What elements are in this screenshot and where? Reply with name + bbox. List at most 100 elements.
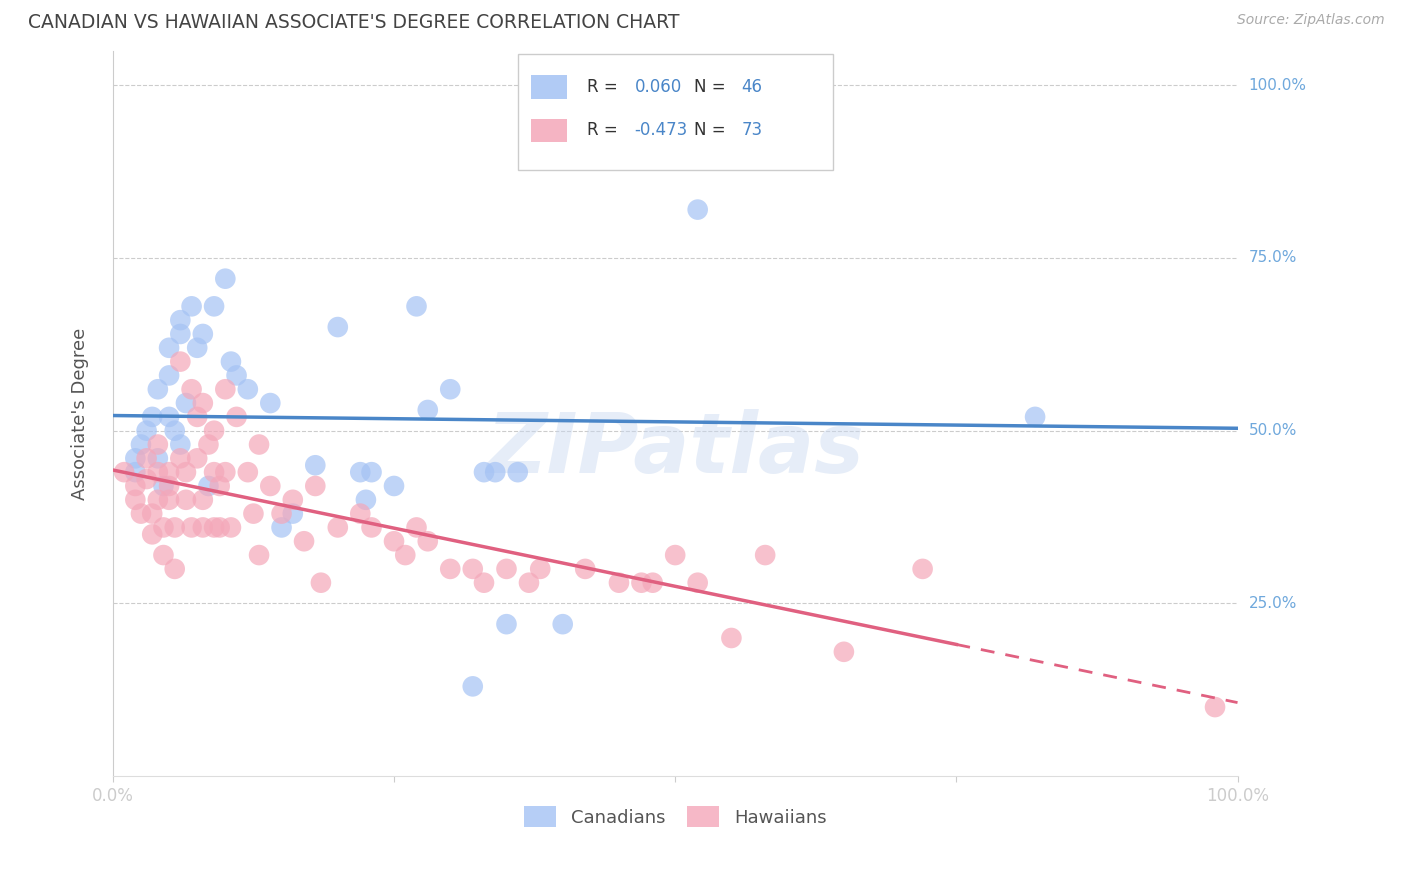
Point	[472, 465, 495, 479]
Point	[832, 645, 855, 659]
Point	[202, 520, 225, 534]
Point	[484, 465, 506, 479]
Point	[354, 492, 377, 507]
Text: -0.473: -0.473	[634, 121, 688, 139]
Point	[439, 562, 461, 576]
Point	[754, 548, 776, 562]
Point	[169, 313, 191, 327]
Point	[304, 458, 326, 473]
Point	[529, 562, 551, 576]
Point	[281, 507, 304, 521]
Point	[191, 326, 214, 341]
Text: R =: R =	[588, 78, 623, 96]
Point	[191, 520, 214, 534]
Point	[360, 520, 382, 534]
Point	[135, 424, 157, 438]
Point	[169, 437, 191, 451]
Point	[129, 437, 152, 451]
Point	[236, 465, 259, 479]
Point	[259, 396, 281, 410]
Point	[180, 520, 202, 534]
Point	[202, 465, 225, 479]
Point	[124, 451, 146, 466]
Point	[495, 562, 517, 576]
Point	[180, 382, 202, 396]
FancyBboxPatch shape	[517, 54, 832, 170]
Point	[382, 479, 405, 493]
Point	[152, 520, 174, 534]
Point	[416, 534, 439, 549]
Point	[664, 548, 686, 562]
Point	[163, 520, 186, 534]
Point	[281, 492, 304, 507]
Point	[191, 492, 214, 507]
Point	[141, 409, 163, 424]
Point	[146, 492, 169, 507]
Point	[214, 271, 236, 285]
Point	[141, 507, 163, 521]
Point	[186, 451, 208, 466]
Point	[157, 492, 180, 507]
Point	[225, 409, 247, 424]
Point	[152, 479, 174, 493]
Point	[146, 382, 169, 396]
Text: 25.0%: 25.0%	[1249, 596, 1296, 611]
Point	[394, 548, 416, 562]
Point	[219, 520, 242, 534]
Point	[326, 320, 349, 334]
Point	[202, 299, 225, 313]
Text: CANADIAN VS HAWAIIAN ASSOCIATE'S DEGREE CORRELATION CHART: CANADIAN VS HAWAIIAN ASSOCIATE'S DEGREE …	[28, 13, 679, 32]
Point	[551, 617, 574, 632]
Text: 46: 46	[741, 78, 762, 96]
Point	[146, 451, 169, 466]
Point	[135, 472, 157, 486]
Point	[202, 424, 225, 438]
Point	[360, 465, 382, 479]
Point	[219, 354, 242, 368]
Point	[742, 147, 765, 161]
Text: ZIPatlas: ZIPatlas	[486, 409, 865, 491]
Point	[124, 465, 146, 479]
Y-axis label: Associate's Degree: Associate's Degree	[72, 327, 89, 500]
Point	[180, 299, 202, 313]
Point	[163, 562, 186, 576]
Point	[163, 424, 186, 438]
Point	[416, 403, 439, 417]
Text: 50.0%: 50.0%	[1249, 423, 1296, 438]
Point	[574, 562, 596, 576]
Point	[169, 451, 191, 466]
Point	[720, 631, 742, 645]
Point	[270, 507, 292, 521]
Point	[472, 575, 495, 590]
Point	[247, 437, 270, 451]
Point	[236, 382, 259, 396]
Point	[157, 368, 180, 383]
Point	[247, 548, 270, 562]
Point	[630, 575, 652, 590]
Point	[208, 520, 231, 534]
Point	[304, 479, 326, 493]
Text: 0.060: 0.060	[634, 78, 682, 96]
Point	[157, 341, 180, 355]
Text: N =: N =	[695, 121, 731, 139]
Point	[911, 562, 934, 576]
Point	[309, 575, 332, 590]
Point	[225, 368, 247, 383]
Point	[214, 465, 236, 479]
Point	[495, 617, 517, 632]
Point	[124, 479, 146, 493]
Point	[112, 465, 135, 479]
Point	[506, 465, 529, 479]
Point	[1204, 700, 1226, 714]
Legend: Canadians, Hawaiians: Canadians, Hawaiians	[515, 797, 835, 836]
Point	[259, 479, 281, 493]
Point	[292, 534, 315, 549]
Point	[157, 479, 180, 493]
Point	[686, 575, 709, 590]
Point	[186, 341, 208, 355]
Point	[349, 507, 371, 521]
Point	[197, 437, 219, 451]
Point	[270, 520, 292, 534]
Point	[382, 534, 405, 549]
Point	[439, 382, 461, 396]
